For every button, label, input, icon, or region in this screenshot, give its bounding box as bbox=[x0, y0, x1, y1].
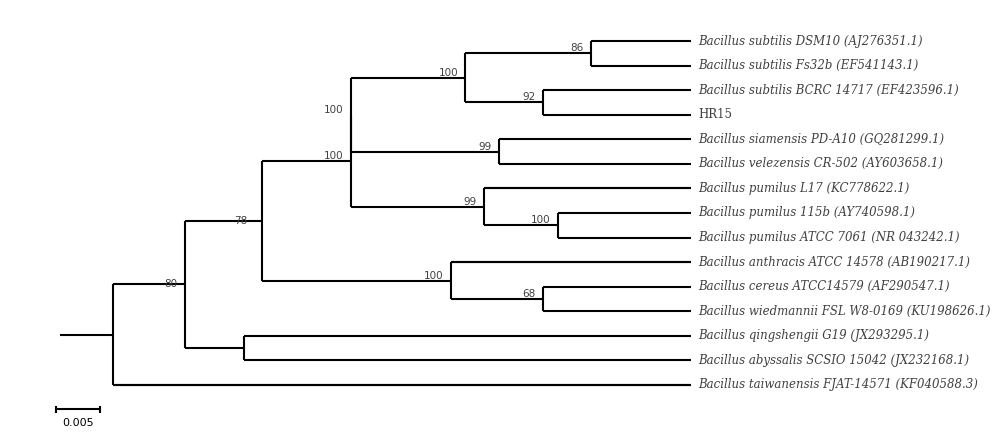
Text: Bacillus cereus ATCC14579 (AF290547.1): Bacillus cereus ATCC14579 (AF290547.1) bbox=[698, 280, 950, 293]
Text: 100: 100 bbox=[324, 105, 344, 115]
Text: 86: 86 bbox=[570, 43, 584, 53]
Text: 100: 100 bbox=[531, 215, 550, 225]
Text: 68: 68 bbox=[522, 289, 536, 299]
Text: Bacillus pumilus L17 (KC778622.1): Bacillus pumilus L17 (KC778622.1) bbox=[698, 182, 909, 195]
Text: 0.005: 0.005 bbox=[62, 418, 94, 428]
Text: 100: 100 bbox=[438, 68, 458, 78]
Text: Bacillus anthracis ATCC 14578 (AB190217.1): Bacillus anthracis ATCC 14578 (AB190217.… bbox=[698, 255, 970, 268]
Text: Bacillus pumilus ATCC 7061 (NR 043242.1): Bacillus pumilus ATCC 7061 (NR 043242.1) bbox=[698, 231, 960, 244]
Text: Bacillus taiwanensis FJAT-14571 (KF040588.3): Bacillus taiwanensis FJAT-14571 (KF04058… bbox=[698, 378, 978, 391]
Text: Bacillus subtilis BCRC 14717 (EF423596.1): Bacillus subtilis BCRC 14717 (EF423596.1… bbox=[698, 84, 959, 97]
Text: 99: 99 bbox=[478, 142, 491, 152]
Text: Bacillus subtilis Fs32b (EF541143.1): Bacillus subtilis Fs32b (EF541143.1) bbox=[698, 59, 918, 72]
Text: Bacillus qingshengii G19 (JX293295.1): Bacillus qingshengii G19 (JX293295.1) bbox=[698, 330, 929, 343]
Text: 78: 78 bbox=[234, 216, 248, 226]
Text: Bacillus velezensis CR-502 (AY603658.1): Bacillus velezensis CR-502 (AY603658.1) bbox=[698, 157, 943, 170]
Text: Bacillus wiedmannii FSL W8-0169 (KU198626.1): Bacillus wiedmannii FSL W8-0169 (KU19862… bbox=[698, 305, 990, 318]
Text: 100: 100 bbox=[424, 271, 443, 281]
Text: Bacillus subtilis DSM10 (AJ276351.1): Bacillus subtilis DSM10 (AJ276351.1) bbox=[698, 35, 923, 48]
Text: Bacillus abyssalis SCSIO 15042 (JX232168.1): Bacillus abyssalis SCSIO 15042 (JX232168… bbox=[698, 354, 969, 367]
Text: 99: 99 bbox=[463, 197, 477, 207]
Text: 92: 92 bbox=[522, 92, 536, 103]
Text: Bacillus pumilus 115b (AY740598.1): Bacillus pumilus 115b (AY740598.1) bbox=[698, 207, 915, 220]
Text: 80: 80 bbox=[164, 279, 178, 289]
Text: 100: 100 bbox=[324, 151, 344, 161]
Text: HR15: HR15 bbox=[698, 108, 732, 121]
Text: Bacillus siamensis PD-A10 (GQ281299.1): Bacillus siamensis PD-A10 (GQ281299.1) bbox=[698, 133, 944, 146]
